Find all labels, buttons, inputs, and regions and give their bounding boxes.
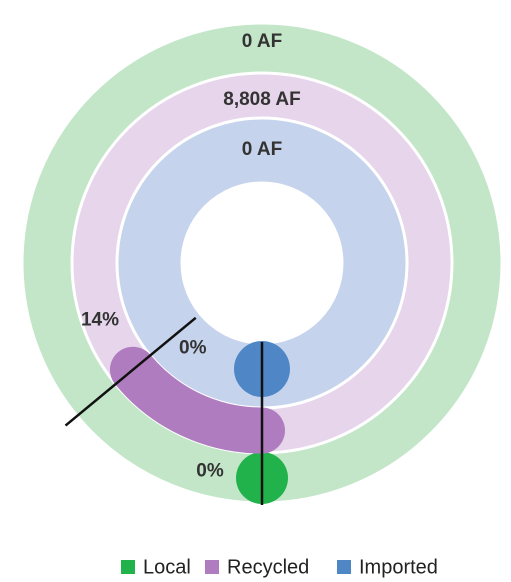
- end-line: [64, 316, 197, 427]
- legend-swatch: [337, 560, 351, 574]
- ring-arc: [109, 346, 285, 454]
- amount-label: 8,808 AF: [223, 89, 300, 110]
- legend-label: Recycled: [227, 556, 309, 578]
- legend-label: Imported: [359, 556, 438, 578]
- percent-label: 0%: [196, 461, 224, 482]
- percent-label: 0%: [179, 338, 207, 359]
- amount-label: 0 AF: [242, 31, 282, 52]
- legend-label: Local: [143, 556, 191, 578]
- legend-swatch: [121, 560, 135, 574]
- legend-swatch: [205, 560, 219, 574]
- amount-label: 0 AF: [242, 139, 282, 160]
- percent-label: 14%: [81, 310, 119, 331]
